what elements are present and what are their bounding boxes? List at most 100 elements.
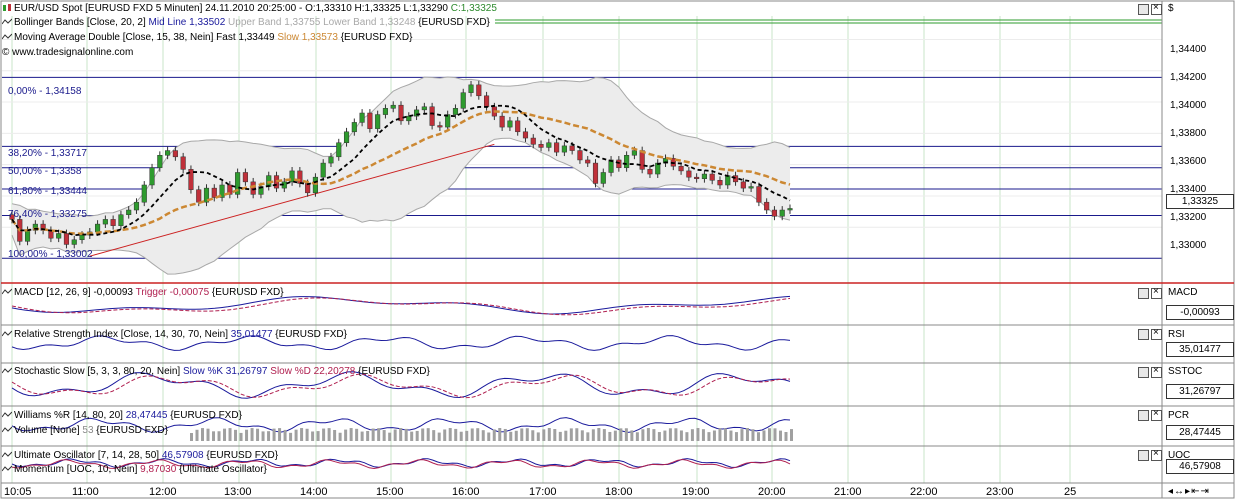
- close-panel-button[interactable]: ×: [1151, 2, 1162, 15]
- volume-bar: [195, 429, 199, 441]
- price-tick: 1,33000: [1170, 240, 1207, 251]
- candle-body: [507, 120, 513, 128]
- time-tick: 18:00: [605, 486, 633, 498]
- volume-bar: [503, 428, 507, 441]
- candle-body: [242, 172, 248, 183]
- volume-bar: [701, 429, 705, 441]
- candle-body: [779, 209, 785, 217]
- time-tick: 16:00: [452, 486, 480, 498]
- minimize-panel-button[interactable]: [1138, 288, 1149, 299]
- volume-bar: [575, 428, 579, 441]
- volume-bar: [498, 428, 502, 441]
- volume-bar: [432, 430, 436, 441]
- volume-bar: [305, 428, 309, 441]
- arrow-left-icon[interactable]: ◂: [1168, 486, 1175, 497]
- close-panel-button[interactable]: ×: [1151, 365, 1162, 378]
- candle-body: [235, 172, 241, 195]
- close-icon: ×: [1153, 2, 1159, 13]
- trend-line: [89, 143, 495, 257]
- candle-body: [748, 186, 754, 189]
- volume-bar: [465, 430, 469, 441]
- minimize-panel-button[interactable]: [1138, 4, 1149, 15]
- rsi-axis-name: RSI: [1168, 329, 1185, 340]
- volume-bar: [591, 429, 595, 441]
- volume-bar: [388, 432, 392, 441]
- minimize-panel-button[interactable]: [1138, 410, 1149, 421]
- volume-bar: [553, 429, 557, 441]
- minimize-panel-button[interactable]: [1138, 329, 1149, 340]
- volume-bar: [696, 428, 700, 441]
- candle-body: [180, 156, 186, 170]
- volume-value: 53: [82, 425, 94, 436]
- volume-bar: [283, 429, 287, 441]
- candle-body: [149, 167, 155, 186]
- volume-bar: [459, 431, 463, 441]
- macd-legend: MACD [12, 26, 9] -0,00093 Trigger -0,000…: [1, 287, 284, 299]
- candle-body: [616, 159, 622, 169]
- close-icon: ×: [1153, 365, 1159, 376]
- volume-bar: [404, 428, 408, 441]
- volume-bar: [289, 432, 293, 441]
- rsi-axis-value: 35,01477: [1166, 342, 1234, 357]
- price-tick: 1,33400: [1170, 184, 1207, 195]
- candle-body: [764, 201, 770, 211]
- volume-bar: [558, 431, 562, 441]
- candle-body: [367, 112, 373, 129]
- rsi-line: [11, 335, 791, 351]
- candle-body: [203, 187, 210, 203]
- minimize-panel-button[interactable]: [1138, 450, 1149, 461]
- volume-bar: [481, 430, 485, 441]
- candle-body: [686, 170, 692, 178]
- candle-body: [554, 142, 560, 153]
- ma-title: Moving Average Double [Close, 15, 38, Ne…: [14, 32, 214, 43]
- close-panel-button[interactable]: ×: [1151, 408, 1162, 421]
- volume-bar: [729, 430, 733, 441]
- macd-trigger: Trigger -0,00075: [135, 287, 210, 298]
- candle-body: [561, 145, 567, 153]
- candle-body: [110, 219, 116, 226]
- candle-body: [476, 84, 482, 97]
- rsi-legend: Relative Strength Index [Close, 14, 30, …: [1, 329, 347, 341]
- volume-bar: [635, 432, 639, 441]
- fib-label: 100,00% - 1,33002: [8, 249, 93, 260]
- candle-body: [196, 189, 202, 203]
- volume-bar: [294, 429, 298, 441]
- close-panel-button[interactable]: ×: [1151, 286, 1162, 299]
- volume-bar: [668, 428, 672, 441]
- close-panel-button[interactable]: ×: [1151, 327, 1162, 340]
- candle-body: [585, 159, 591, 164]
- volume-bar: [608, 431, 612, 441]
- volume-bar: [360, 431, 364, 441]
- arrow-both-icon[interactable]: ↔: [1174, 486, 1186, 497]
- minimize-panel-button[interactable]: [1138, 367, 1149, 378]
- momentum-value: 9,87030: [140, 464, 177, 475]
- candle-body: [118, 214, 124, 226]
- stoch-legend: Stochastic Slow [5, 3, 3, 80, 20, Nein] …: [1, 366, 430, 378]
- volume-bar: [228, 428, 232, 441]
- volume-bar: [685, 432, 689, 441]
- volume-bar: [382, 430, 386, 441]
- uo-axis-value: 46,57908: [1166, 459, 1234, 474]
- williams-axis-value: 28,47445: [1166, 425, 1234, 440]
- collapse-icon[interactable]: ⇤: [1191, 486, 1201, 497]
- arrow-right-icon[interactable]: ▸: [1185, 486, 1192, 497]
- candle-body: [126, 209, 132, 215]
- stoch-title: Stochastic Slow [5, 3, 3, 80, 20, Nein]: [14, 366, 181, 377]
- candle-body: [375, 114, 381, 129]
- expand-icon[interactable]: ⇥: [1200, 486, 1210, 497]
- time-tick: 20:00: [758, 486, 786, 498]
- volume-bar: [657, 432, 661, 441]
- time-tick: 19:00: [682, 486, 710, 498]
- volume-bar: [371, 428, 375, 441]
- time-tick: 15:00: [376, 486, 404, 498]
- volume-bar: [355, 428, 359, 441]
- scroll-controls[interactable]: ◂↔▸⇤⇥: [1168, 486, 1210, 497]
- candle-body: [725, 175, 731, 186]
- price-tick: 1,34000: [1170, 100, 1207, 111]
- price-tick: 1,34200: [1170, 72, 1207, 83]
- bollinger-lower: [11, 137, 791, 275]
- volume-bar: [751, 429, 755, 441]
- candle-body: [437, 125, 443, 128]
- close-panel-button[interactable]: ×: [1151, 448, 1162, 461]
